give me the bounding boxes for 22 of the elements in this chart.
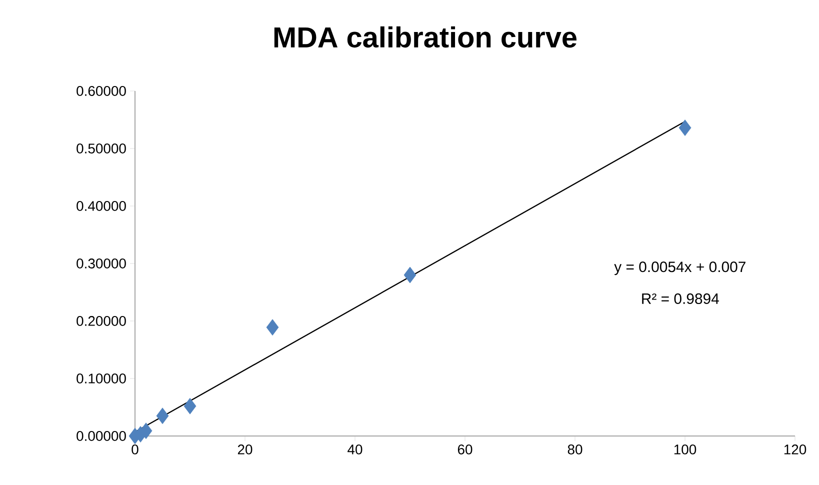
y-tick-label: 0.10000 [76, 374, 126, 384]
y-tick-label: 0.60000 [76, 86, 126, 96]
x-tick-label: 100 [674, 444, 696, 454]
x-tick-label: 120 [784, 444, 806, 454]
y-tick-label: 0.30000 [76, 258, 126, 268]
y-tick-label: 0.50000 [76, 144, 126, 154]
y-tick-label: 0.00000 [76, 431, 126, 441]
point [156, 408, 169, 424]
x-tick-label: 60 [458, 444, 472, 454]
y-tick-label: 0.20000 [76, 316, 126, 326]
annotation: y = 0.0054x + 0.007 [614, 262, 746, 276]
x-tick-label: 80 [568, 444, 582, 454]
chart-title: MDA calibration curve [274, 26, 577, 48]
y-tick-label: 0.40000 [76, 201, 126, 211]
point [184, 398, 196, 414]
x-tick-label: 20 [238, 444, 252, 454]
point [678, 120, 692, 136]
point [404, 266, 416, 284]
x-tick-label: 0 [132, 444, 138, 454]
x-tick-label: 40 [348, 444, 362, 454]
point [266, 319, 279, 336]
annotation: R² = 0.9894 [642, 293, 719, 304]
